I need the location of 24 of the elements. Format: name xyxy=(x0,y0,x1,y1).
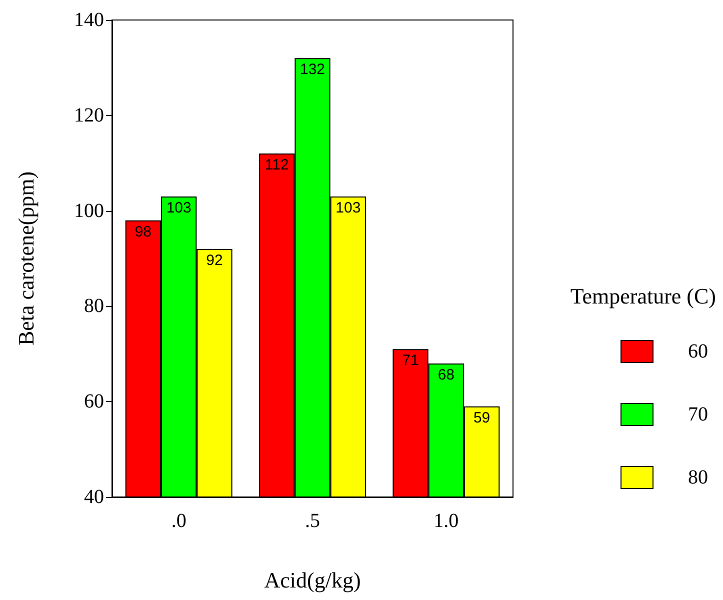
data-label: 112 xyxy=(264,156,289,174)
data-label: 103 xyxy=(336,199,361,216)
y-tick-label: 60 xyxy=(84,390,104,413)
x-tick-label: .5 xyxy=(305,510,320,532)
data-label: 98 xyxy=(134,223,152,240)
data-label: 59 xyxy=(473,409,490,426)
data-label: 71 xyxy=(402,352,419,370)
y-tick-label: 40 xyxy=(84,486,104,508)
y-tick-label: 80 xyxy=(84,295,104,318)
y-axis-title: Beta carotene(ppm) xyxy=(14,171,38,346)
legend-label: 80 xyxy=(688,466,708,488)
data-label: 132 xyxy=(300,61,326,78)
x-tick-label: .0 xyxy=(171,510,186,532)
data-label: 92 xyxy=(206,252,223,269)
y-tick-label: 120 xyxy=(74,104,104,126)
legend-label: 60 xyxy=(688,340,708,362)
y-tick-label: 140 xyxy=(74,9,104,31)
legend-label: 70 xyxy=(688,404,708,426)
y-tick-label: 100 xyxy=(74,200,104,222)
legend-title: Temperature (C) xyxy=(570,284,716,308)
x-axis-title: Acid(g/kg) xyxy=(264,568,361,592)
data-label: 103 xyxy=(166,199,192,216)
data-label: 68 xyxy=(438,366,455,384)
x-tick-label: 1.0 xyxy=(434,510,459,532)
